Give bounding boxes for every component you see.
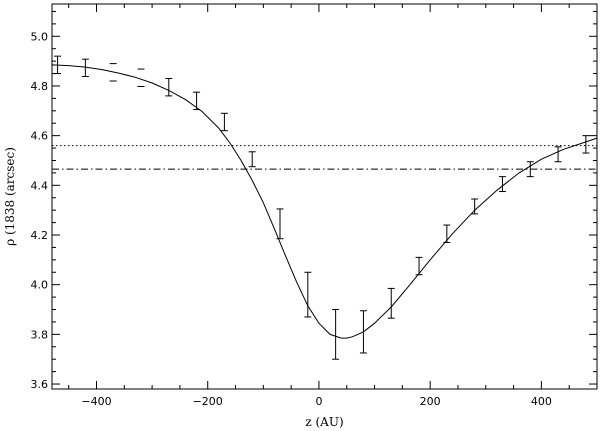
error-bar-point bbox=[193, 91, 201, 111]
error-bar-point bbox=[165, 78, 173, 97]
error-bar-point bbox=[304, 271, 312, 318]
y-tick-label: 5.0 bbox=[31, 30, 49, 43]
error-bar-point bbox=[471, 198, 479, 215]
y-tick-label: 4.4 bbox=[31, 179, 49, 192]
error-bar-point bbox=[248, 151, 256, 168]
x-tick-label: 200 bbox=[420, 395, 441, 408]
y-tick-label: 4.2 bbox=[31, 229, 49, 242]
x-axis-ticks: −400 −200 0 200 400 bbox=[68, 4, 598, 408]
x-axis-label: z (AU) bbox=[305, 415, 343, 429]
reference-lines bbox=[52, 145, 597, 170]
y-tick-label: 4.0 bbox=[31, 279, 49, 292]
x-tick-label: −200 bbox=[193, 395, 223, 408]
fit-curve-line bbox=[51, 64, 598, 339]
y-axis-label: ρ (1838 (arcsec) bbox=[3, 147, 17, 246]
error-bar-point bbox=[387, 287, 395, 319]
error-bar-point bbox=[81, 58, 89, 78]
y-axis-ticks: 3.6 3.8 4.0 4.2 4.4 4.6 4.8 5.0 bbox=[31, 10, 597, 391]
x-tick-label: 400 bbox=[531, 395, 552, 408]
error-bar-point bbox=[137, 68, 145, 87]
x-tick-label: −400 bbox=[81, 395, 111, 408]
error-bar-point bbox=[359, 310, 367, 354]
y-tick-label: 3.8 bbox=[31, 328, 49, 341]
x-tick-label: 0 bbox=[315, 395, 322, 408]
y-tick-label: 4.8 bbox=[31, 80, 49, 93]
error-bar-point bbox=[415, 256, 423, 276]
error-bar-point bbox=[443, 224, 451, 243]
error-bar-point bbox=[109, 63, 117, 82]
y-tick-label: 3.6 bbox=[31, 378, 49, 391]
error-bar-point bbox=[54, 55, 62, 75]
error-bar-point bbox=[276, 208, 284, 240]
error-bar-point bbox=[554, 146, 562, 163]
error-bar-point bbox=[332, 309, 340, 360]
plot-frame bbox=[51, 3, 598, 390]
fit-curve-group bbox=[51, 64, 598, 339]
y-tick-label: 4.6 bbox=[31, 130, 49, 143]
error-bars-group bbox=[54, 55, 590, 360]
error-bar-point bbox=[220, 112, 228, 132]
error-bar-point bbox=[582, 135, 590, 154]
error-bar-point bbox=[526, 161, 534, 178]
error-bar-point bbox=[498, 176, 506, 193]
